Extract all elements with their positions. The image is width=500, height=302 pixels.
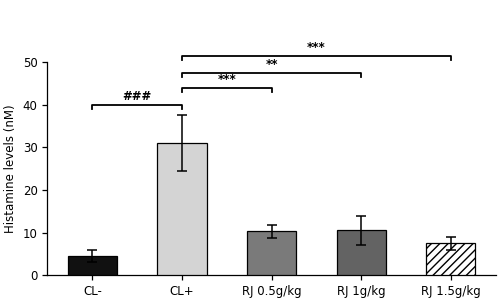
Bar bbox=[68, 256, 117, 275]
Bar bbox=[336, 230, 386, 275]
Bar bbox=[158, 143, 206, 275]
Text: ###: ### bbox=[122, 90, 152, 103]
Text: ***: *** bbox=[218, 73, 236, 86]
Y-axis label: Histamine levels (nM): Histamine levels (nM) bbox=[4, 104, 17, 233]
Text: ***: *** bbox=[307, 41, 326, 54]
Bar bbox=[426, 243, 476, 275]
Text: **: ** bbox=[266, 58, 278, 71]
Bar bbox=[247, 231, 296, 275]
